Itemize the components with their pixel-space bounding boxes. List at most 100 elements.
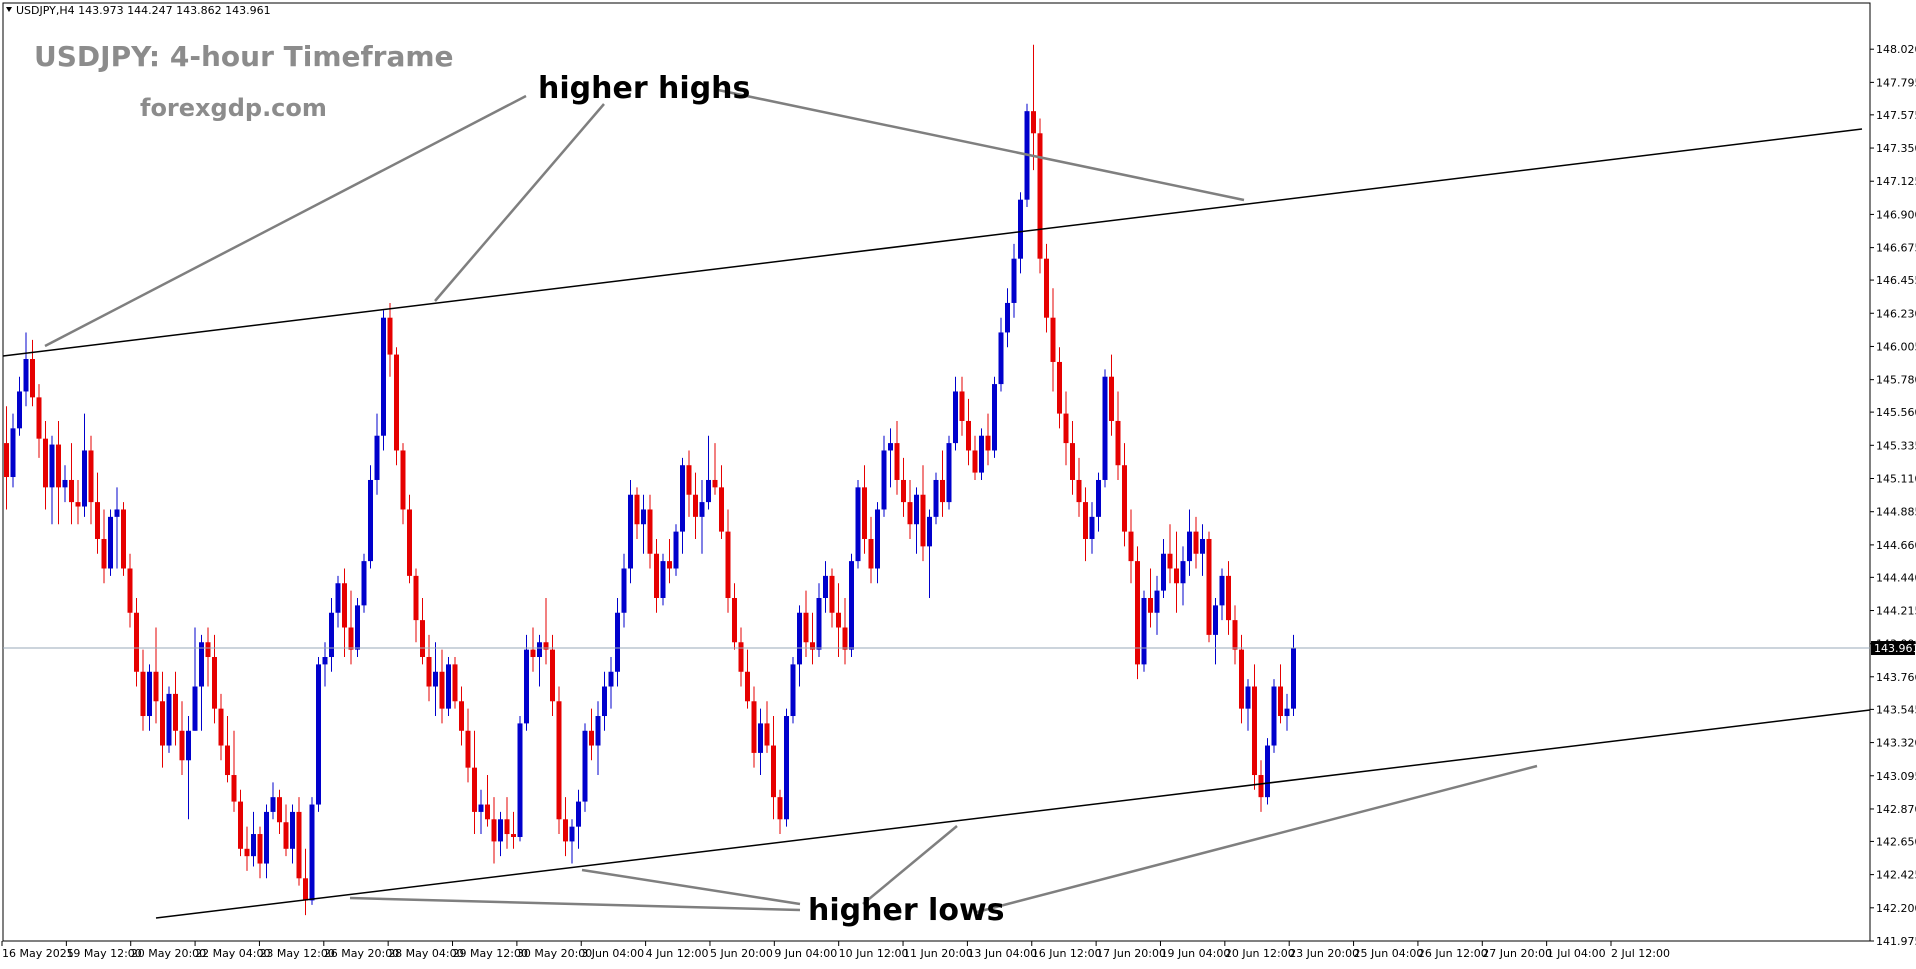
candle [459, 686, 464, 746]
candle-body [459, 701, 464, 731]
candle-body [426, 657, 432, 687]
candle [1200, 524, 1205, 576]
candle-body [504, 819, 510, 835]
candle-body [387, 317, 393, 355]
candle-body [179, 730, 185, 761]
candle-body [303, 878, 308, 901]
candle-body [543, 642, 549, 650]
candle [608, 657, 614, 709]
candle [719, 465, 724, 539]
chart-menu-triangle-icon[interactable] [6, 7, 12, 12]
candle [569, 819, 575, 864]
candle [842, 597, 848, 665]
candle-body [244, 848, 250, 857]
time-tick-label: 13 Jun 04:00 [967, 947, 1037, 960]
candle-body [199, 642, 204, 687]
candle-body [725, 531, 731, 598]
candle-body [953, 391, 958, 444]
candle [673, 524, 679, 576]
candle [615, 597, 620, 687]
candle [238, 789, 243, 857]
candle-body [400, 450, 406, 510]
candle-body [959, 391, 965, 421]
candle-body [1083, 502, 1088, 539]
candle-body [595, 716, 601, 746]
price-tick-label: 147.125 [1876, 175, 1916, 188]
candle [485, 775, 490, 827]
candle [699, 479, 705, 554]
candle-body [374, 435, 380, 480]
candle [517, 716, 523, 842]
candle-body [101, 538, 107, 569]
candle-body [329, 612, 334, 658]
candle [244, 826, 250, 871]
candle [43, 420, 48, 510]
candle [1174, 531, 1179, 613]
candle [868, 516, 874, 584]
price-tick-label: 142.425 [1876, 869, 1916, 882]
candle [582, 723, 588, 812]
candle [933, 472, 939, 525]
candle-body [498, 819, 503, 842]
candle [881, 435, 887, 517]
candle [296, 797, 302, 886]
candle-body [868, 538, 874, 569]
candle-body [1037, 133, 1043, 259]
price-tick-label: 144.660 [1876, 539, 1916, 552]
candle [95, 472, 100, 554]
candle [946, 435, 952, 510]
time-tick-label: 2 Jul 12:00 [1611, 947, 1670, 960]
annotation-pointers-layer [44, 88, 1538, 914]
candle [647, 494, 653, 569]
candle-body [218, 708, 224, 746]
candle-body [1154, 590, 1160, 613]
candle [153, 627, 159, 724]
candle-body [511, 834, 516, 837]
candle-body [1200, 538, 1205, 554]
candle-body [95, 502, 100, 539]
candle-body [777, 797, 783, 820]
price-tick-label: 143.320 [1876, 737, 1916, 750]
candle-body [1096, 479, 1101, 517]
candle [777, 789, 783, 835]
candle-body [1187, 531, 1192, 562]
candle [134, 597, 139, 687]
candle-body [192, 686, 198, 731]
candle-body [927, 516, 932, 547]
candle [30, 339, 35, 407]
candle [270, 782, 276, 820]
candle-body [439, 671, 445, 709]
candle [894, 420, 900, 495]
candle [595, 701, 601, 776]
candle [1089, 502, 1095, 554]
candle-body [1063, 413, 1069, 444]
candle [686, 450, 692, 517]
candle [901, 457, 906, 517]
candle-body [686, 465, 692, 495]
candle-body [803, 612, 809, 643]
candle-body [1180, 561, 1186, 584]
lower-trendline[interactable] [155, 709, 1871, 919]
candle [927, 509, 932, 598]
candle-body [465, 730, 471, 768]
candle-body [147, 671, 152, 717]
candle [1115, 391, 1121, 480]
candle [56, 420, 61, 525]
candle [1252, 664, 1257, 790]
candle-body [257, 834, 263, 864]
candle [82, 413, 87, 517]
time-tick-label: 16 Jun 12:00 [1032, 947, 1102, 960]
candle-body [621, 568, 627, 613]
candle [1226, 561, 1231, 635]
price-axis[interactable]: 148.020 147.795 147.575 147.350 147.125 146.9… [1869, 3, 1916, 948]
candle [732, 583, 737, 650]
price-tick-label: 147.795 [1876, 76, 1916, 89]
candle [959, 376, 965, 436]
candle [810, 612, 815, 665]
upper-trendline[interactable] [2, 128, 1863, 357]
price-tick-label: 141.975 [1876, 935, 1916, 948]
candle-body [36, 397, 42, 439]
candle [192, 627, 198, 731]
